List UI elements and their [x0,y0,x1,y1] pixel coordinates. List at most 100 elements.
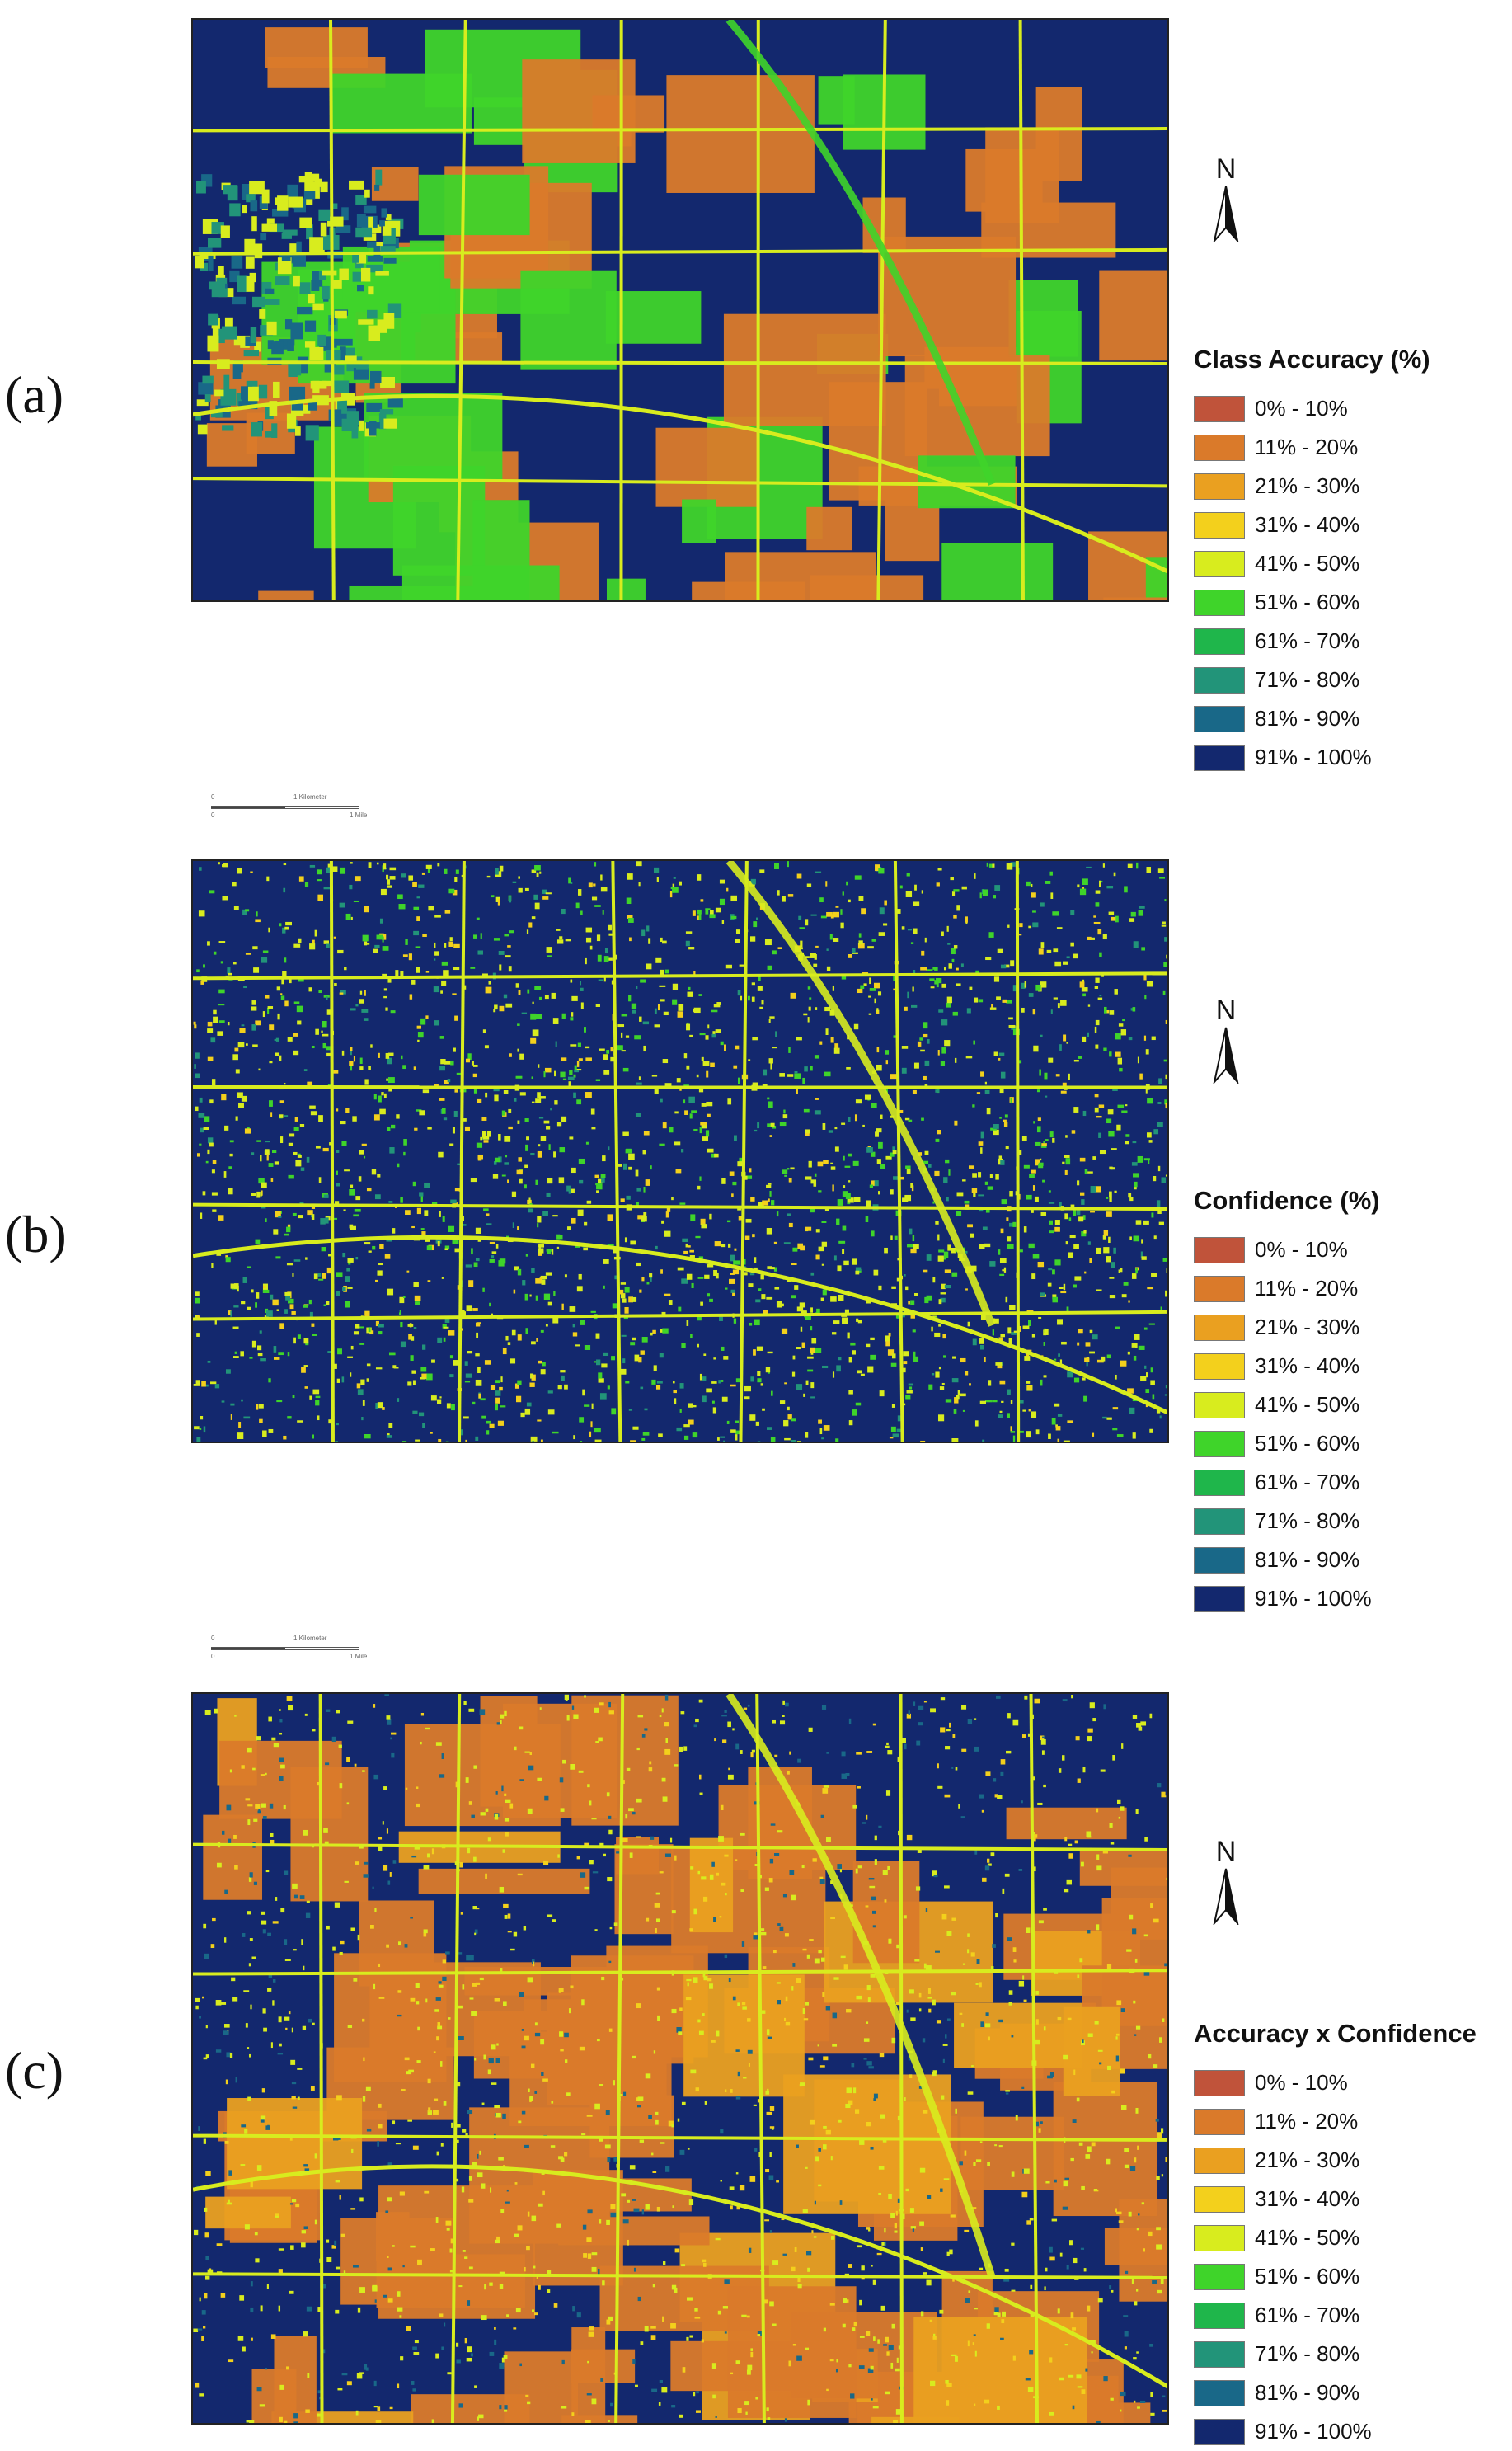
north-arrow-icon [1211,1867,1241,1925]
legend-label: 81% - 90% [1255,1547,1359,1573]
scale-km-label: 1 Kilometer [293,1635,326,1642]
scale-bar-graphic [211,1647,359,1650]
scale-bar-graphic [211,806,359,809]
north-arrow-icon [1211,185,1241,242]
legend-item: 81% - 90% [1194,1541,1380,1579]
legend-item: 91% - 100% [1194,738,1430,777]
legend-item: 51% - 60% [1194,2257,1477,2296]
legend-swatch [1194,628,1245,655]
legend-item: 11% - 20% [1194,428,1430,467]
legend-label: 41% - 50% [1255,551,1359,576]
legend-swatch [1194,512,1245,539]
legend-swatch [1194,473,1245,500]
legend-item: 11% - 20% [1194,2102,1477,2141]
legend-swatch [1194,1315,1245,1341]
legend-items: 0% - 10% 11% - 20% 21% - 30% 31% - 40% 41% -… [1194,1230,1380,1618]
north-arrow: N [1197,155,1255,242]
legend-swatch [1194,2264,1245,2290]
legend-swatch [1194,1508,1245,1535]
legend-swatch [1194,2225,1245,2251]
legend-title: Confidence (%) [1194,1186,1380,1216]
north-arrow: N [1197,996,1255,1084]
legend-label: 51% - 60% [1255,1431,1359,1456]
legend-item: 31% - 40% [1194,506,1430,544]
legend-item: 41% - 50% [1194,2218,1477,2257]
legend-swatch [1194,2186,1245,2213]
legend-item: 51% - 60% [1194,1424,1380,1463]
scale-zero-mi: 0 [211,812,214,819]
north-letter: N [1197,155,1255,183]
north-arrow-icon [1211,1026,1241,1084]
legend-label: 0% - 10% [1255,2070,1348,2096]
legend-label: 91% - 100% [1255,745,1372,770]
scale-mi-label: 1 Mile [350,812,367,819]
legend-item: 61% - 70% [1194,622,1430,661]
legend-swatch [1194,2341,1245,2368]
legend-label: 11% - 20% [1255,2109,1358,2134]
north-arrow: N [1197,1837,1255,1925]
legend-item: 71% - 80% [1194,661,1430,699]
legend-item: 11% - 20% [1194,1269,1380,1308]
legend-label: 61% - 70% [1255,628,1359,654]
legend-item: 71% - 80% [1194,1502,1380,1541]
panel-label: (c) [5,2040,129,2101]
legend-label: 41% - 50% [1255,1392,1359,1418]
legend-swatch [1194,551,1245,577]
north-letter: N [1197,996,1255,1024]
legend-swatch [1194,1547,1245,1574]
map-raster [193,20,1167,600]
legend-swatch [1194,1431,1245,1457]
legend-item: 0% - 10% [1194,389,1430,428]
legend-label: 31% - 40% [1255,512,1359,538]
legend-item: 31% - 40% [1194,1347,1380,1385]
legend-swatch [1194,667,1245,694]
class-accuracy-map [191,18,1169,602]
legend-label: 71% - 80% [1255,1508,1359,1534]
legend-label: 11% - 20% [1255,1276,1358,1301]
legend-label: 81% - 90% [1255,706,1359,732]
panel-label: (a) [5,365,129,426]
north-letter: N [1197,1837,1255,1865]
legend-swatch [1194,2380,1245,2406]
accuracy-confidence-map [191,1692,1169,2425]
legend-swatch [1194,1276,1245,1302]
legend-label: 0% - 10% [1255,1237,1348,1263]
legend-item: 61% - 70% [1194,1463,1380,1502]
legend-swatch [1194,745,1245,771]
legend-swatch [1194,1470,1245,1496]
scale-bar: 0 1 Kilometer 0 1 Mile [211,793,392,826]
legend-swatch [1194,1353,1245,1380]
legend-items: 0% - 10% 11% - 20% 21% - 30%31% - 40% 41% -… [1194,2063,1477,2451]
legend-swatch [1194,2109,1245,2135]
legend-title: Accuracy x Confidence [1194,2019,1477,2049]
legend-item: 71% - 80% [1194,2335,1477,2373]
legend-item: 0% - 10% [1194,2063,1477,2102]
legend-label: 41% - 50% [1255,2225,1359,2251]
scale-zero: 0 [211,793,214,801]
legend-label: 0% - 10% [1255,396,1348,421]
legend-swatch [1194,2070,1245,2096]
legend: Class Accuracy (%) 0% - 10%11% - 20%21% … [1194,345,1430,777]
legend-item: 91% - 100% [1194,1579,1380,1618]
legend-swatch [1194,706,1245,732]
legend-swatch [1194,435,1245,461]
legend-swatch [1194,2303,1245,2329]
legend-item: 61% - 70% [1194,2296,1477,2335]
legend-item: 41% - 50% [1194,544,1430,583]
legend-label: 91% - 100% [1255,1586,1372,1611]
legend-label: 71% - 80% [1255,2341,1359,2367]
scale-bar: 0 1 Kilometer 0 1 Mile [211,1635,392,1668]
legend-label: 61% - 70% [1255,2303,1359,2328]
legend-label: 21% - 30% [1255,1315,1359,1340]
legend-label: 91% - 100% [1255,2419,1372,2444]
legend-swatch [1194,1392,1245,1418]
legend-item: 81% - 90% [1194,699,1430,738]
legend-label: 21% - 30% [1255,473,1359,499]
legend-label: 31% - 40% [1255,1353,1359,1379]
legend-item: 31% - 40% [1194,2180,1477,2218]
legend-item: 41% - 50% [1194,1385,1380,1424]
legend-item: 51% - 60% [1194,583,1430,622]
legend-item: 21% - 30% [1194,2141,1477,2180]
legend-label: 61% - 70% [1255,1470,1359,1495]
legend-swatch [1194,2419,1245,2445]
